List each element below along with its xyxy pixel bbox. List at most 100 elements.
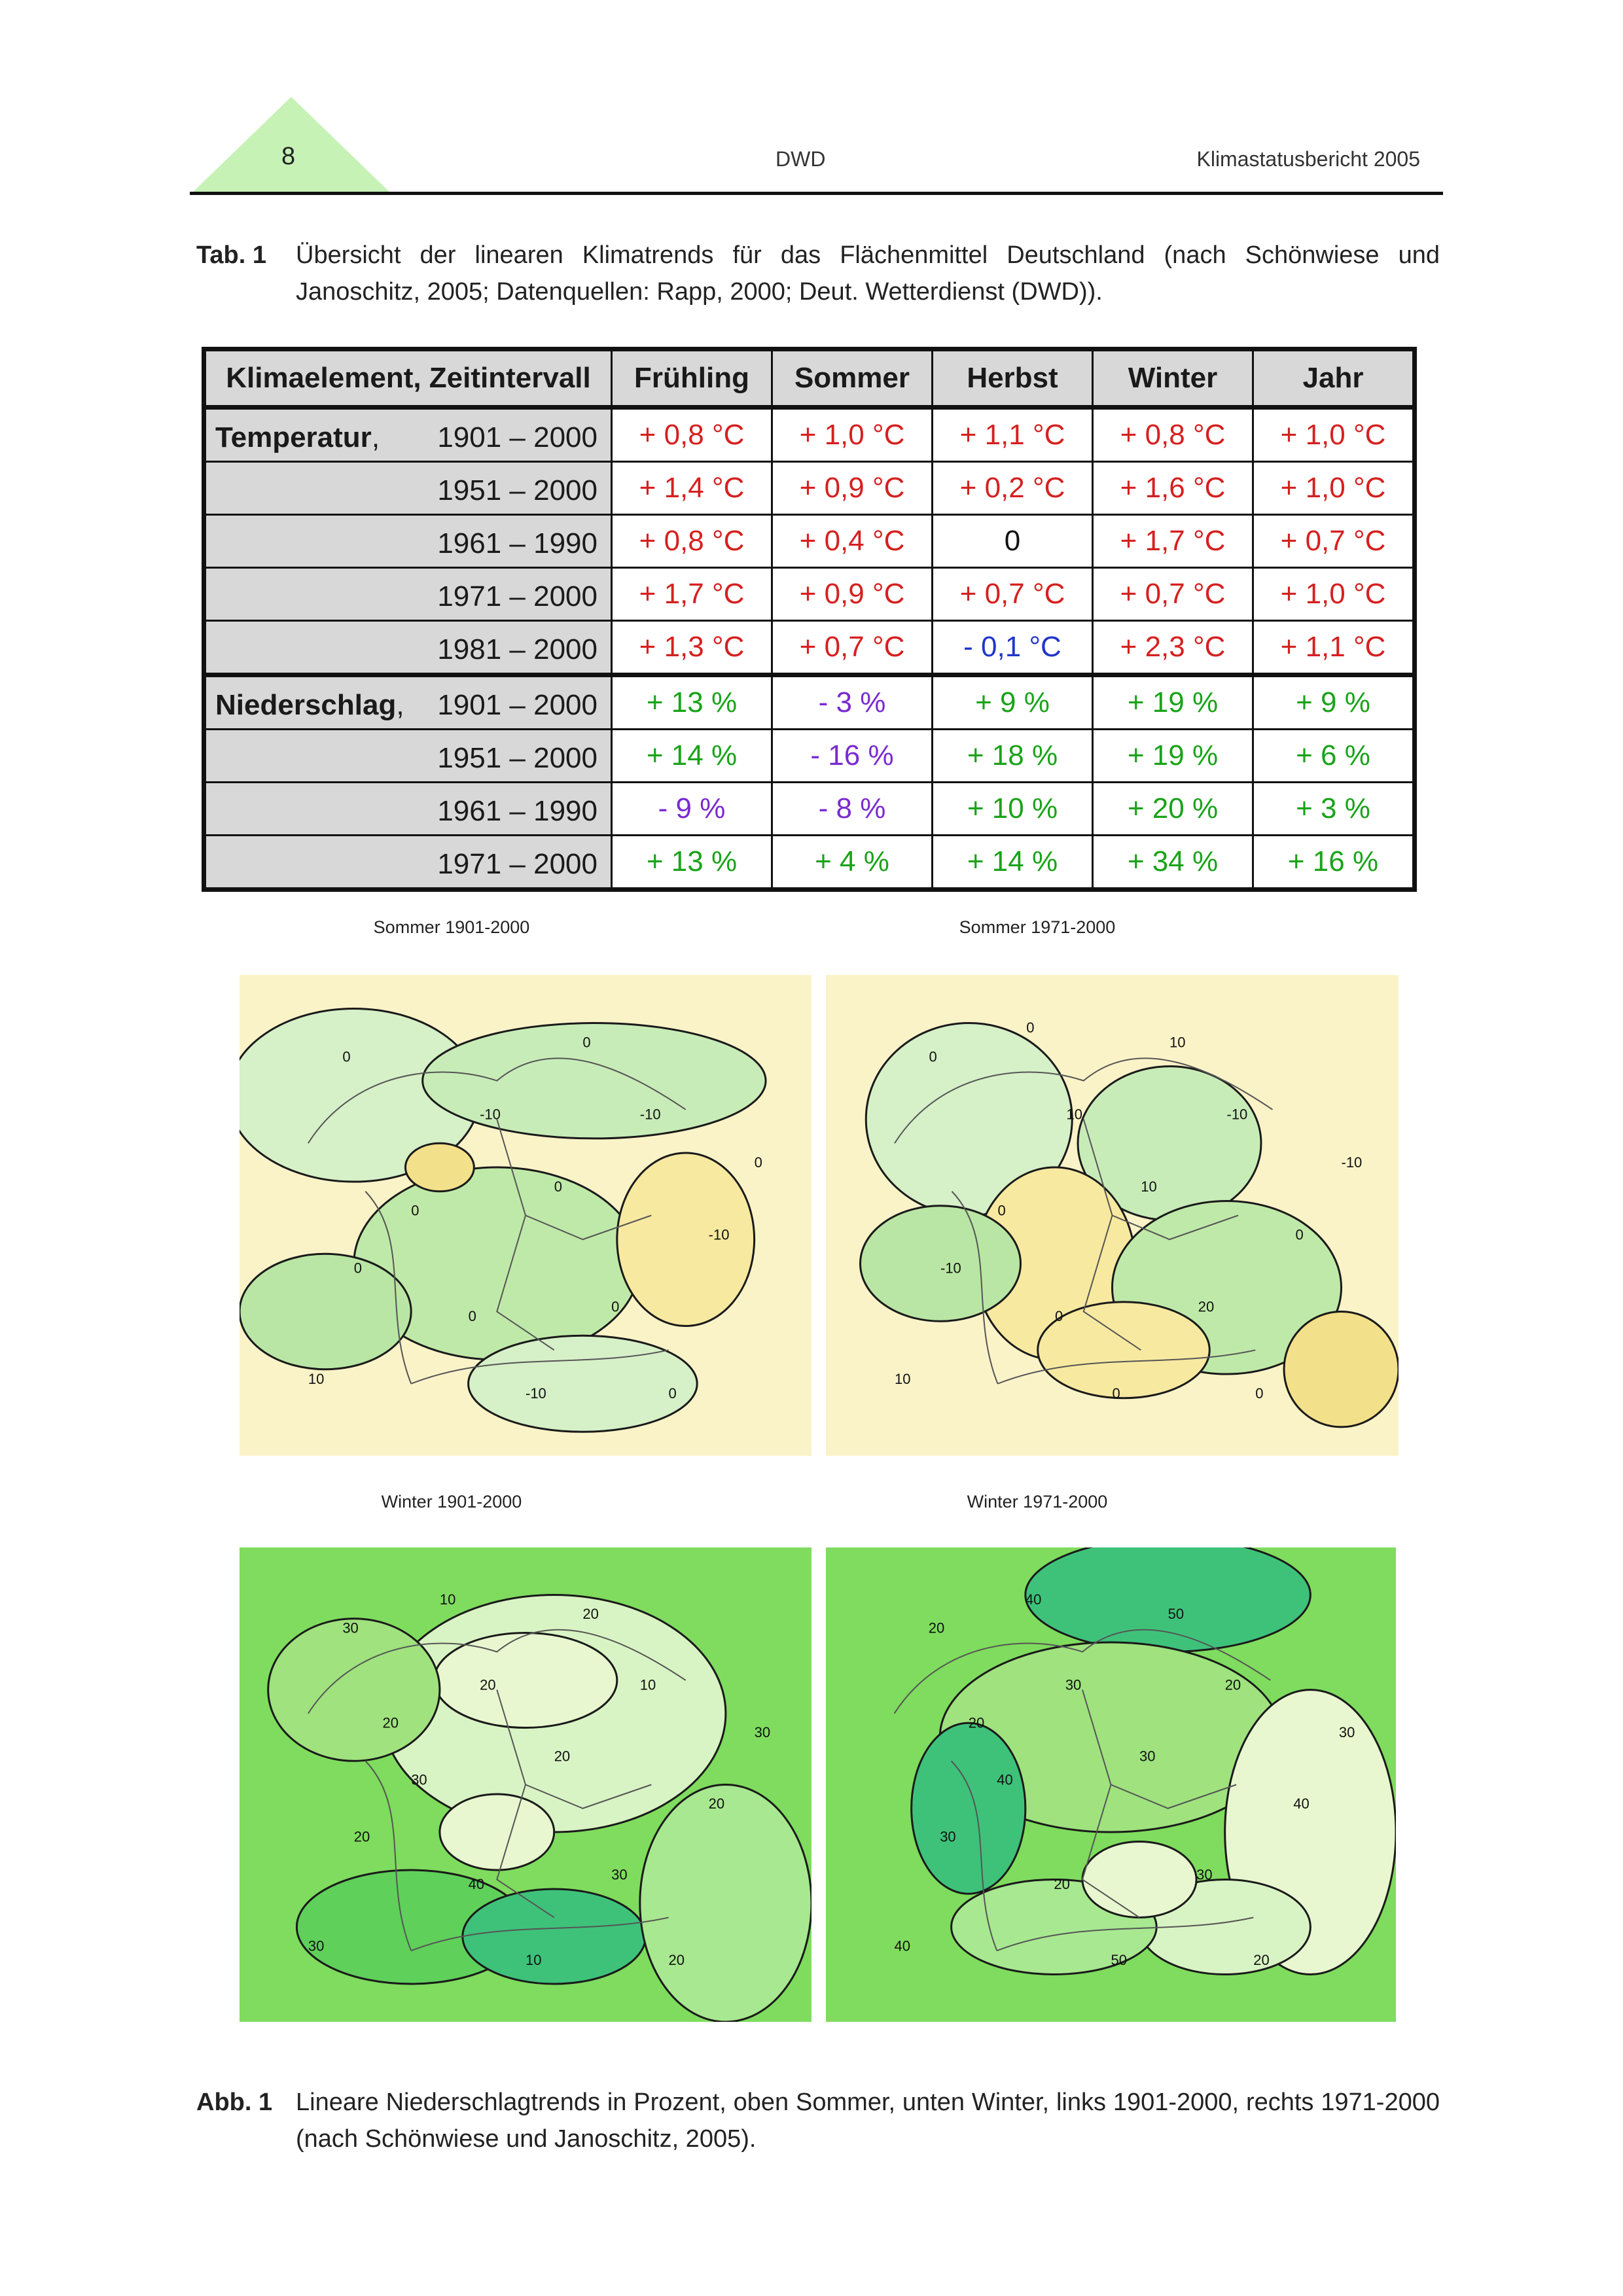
row-label-cell: 1961 – 1990 <box>203 781 613 836</box>
contour-label: 10 <box>308 1371 324 1387</box>
trend-value-cell: + 1,7 °C <box>611 567 773 622</box>
column-header-element-period: Klimaelement, Zeitintervall <box>203 348 613 410</box>
contour-label: 40 <box>1026 1591 1041 1608</box>
contour-label: 20 <box>1225 1677 1241 1693</box>
precipitation-map: 0 -10 0 0 -10 -10 0 0 0 10 -10 0 0 0 <box>240 975 812 1456</box>
contour-region <box>1081 1841 1198 1918</box>
table-header-row: Klimaelement, Zeitintervall Frühling Somme… <box>203 348 1416 410</box>
precipitation-map: 0 10 0 10 -10 0 20 0 -10 10 0 0 -10 10 0 <box>826 975 1399 1456</box>
page-number: 8 <box>281 143 296 170</box>
contour-label: 30 <box>308 1937 324 1954</box>
contour-label: 20 <box>554 1748 570 1764</box>
contour-label: 10 <box>640 1677 656 1693</box>
contour-label: 30 <box>342 1620 358 1636</box>
group-name: Temperatur, <box>215 421 380 454</box>
row-label-cell: 1951 – 2000 <box>203 728 613 783</box>
group-name-suffix: , <box>396 689 404 721</box>
trend-value-cell: + 34 % <box>1092 834 1254 891</box>
contour-region <box>1024 1547 1311 1653</box>
figure-caption-label: Abb. 1 <box>196 2089 273 2116</box>
header-report-title: Klimastatusbericht 2005 <box>1196 147 1420 171</box>
table-caption-text: Übersicht der linearen Klimatrends für d… <box>296 241 1440 306</box>
trend-value-cell: + 10 % <box>931 781 1094 836</box>
contour-region <box>438 1793 556 1871</box>
trend-value-cell: + 18 % <box>931 728 1094 783</box>
contour-label: 0 <box>1026 1019 1034 1036</box>
map-title: Sommer 1901-2000 <box>373 917 530 937</box>
trend-value-cell: + 0,4 °C <box>771 514 933 569</box>
contour-label: 50 <box>1111 1952 1127 1968</box>
contour-label: 0 <box>469 1308 476 1324</box>
contour-label: -10 <box>709 1226 730 1243</box>
contour-label: 30 <box>1139 1748 1155 1764</box>
trend-value-cell: - 16 % <box>771 728 933 783</box>
trend-value-cell: + 1,0 °C <box>1252 406 1416 463</box>
row-label-cell: 1971 – 2000 <box>203 567 613 622</box>
contour-region <box>267 1617 441 1762</box>
contour-label: 0 <box>582 1034 590 1050</box>
contour-label: 20 <box>1198 1299 1214 1315</box>
trend-value-cell: + 1,6 °C <box>1092 461 1254 516</box>
trend-value-cell: + 14 % <box>931 834 1094 891</box>
column-header-5: Jahr <box>1252 348 1416 410</box>
contour-label: 40 <box>1293 1795 1309 1812</box>
trend-value-cell: + 2,3 °C <box>1092 620 1254 676</box>
trend-value-cell: + 4 % <box>771 834 933 891</box>
trend-value-cell: + 20 % <box>1092 781 1254 836</box>
contour-label: 30 <box>611 1867 627 1883</box>
contour-label: 20 <box>480 1677 495 1693</box>
climate-trend-table: Klimaelement, Zeitintervall Frühling Somme… <box>202 347 1417 892</box>
contour-label: 0 <box>1055 1308 1063 1324</box>
table-row: 1951 – 2000 + 14 % - 16 % + 18 % + 19 % + 6 % <box>203 728 1416 783</box>
contour-label: 40 <box>895 1937 910 1954</box>
period-label: 1971 – 2000 <box>437 580 597 612</box>
map-title: Winter 1971-2000 <box>967 1492 1108 1511</box>
group-name-text: Niederschlag <box>215 689 397 721</box>
table-caption-label: Tab. 1 <box>196 241 266 269</box>
row-label-cell: Niederschlag, 1901 – 2000 <box>203 673 613 730</box>
contour-label: 0 <box>411 1203 419 1219</box>
trend-value-cell: - 9 % <box>611 781 773 836</box>
contour-region <box>1283 1311 1399 1428</box>
figure-caption-text: Lineare Niederschlagtrends in Prozent, o… <box>296 2089 1440 2153</box>
trend-value-cell: + 0,7 °C <box>1252 514 1416 569</box>
trend-value-cell: + 0,9 °C <box>771 567 933 622</box>
contour-label: 20 <box>354 1829 370 1845</box>
trend-value-cell: + 0,2 °C <box>931 461 1094 516</box>
contour-label: 20 <box>383 1715 399 1731</box>
contour-label: 10 <box>1169 1034 1185 1050</box>
contour-label: 30 <box>940 1829 955 1845</box>
contour-label: -10 <box>526 1385 546 1402</box>
trend-value-cell: - 8 % <box>771 781 933 836</box>
country-border <box>308 1629 687 1952</box>
contour-label: -10 <box>480 1106 501 1123</box>
trend-value-cell: + 1,0 °C <box>771 406 933 463</box>
map-title: Winter 1901-2000 <box>381 1492 522 1511</box>
row-label-cell: 1981 – 2000 <box>203 620 613 676</box>
trend-value-cell: + 0,7 °C <box>771 620 933 676</box>
contour-label: 30 <box>1339 1724 1355 1740</box>
trend-value-cell: - 3 % <box>771 673 933 730</box>
contour-label: -10 <box>940 1260 961 1277</box>
contour-label: 30 <box>1196 1867 1212 1883</box>
period-label: 1971 – 2000 <box>437 848 597 880</box>
period-label: 1961 – 1990 <box>437 795 597 827</box>
trend-value-cell: + 13 % <box>611 673 773 730</box>
contour-region <box>859 1205 1022 1322</box>
contour-region <box>639 1784 812 2022</box>
trend-value-cell: + 16 % <box>1252 834 1416 891</box>
table-row: Niederschlag, 1901 – 2000 + 13 % - 3 % + 9 %… <box>203 673 1416 730</box>
contour-label: 20 <box>929 1620 944 1636</box>
trend-value-cell: - 0,1 °C <box>931 620 1094 676</box>
trend-value-cell: + 0,8 °C <box>611 514 773 569</box>
trend-value-cell: + 0,7 °C <box>1092 567 1254 622</box>
trend-value-cell: + 0,9 °C <box>771 461 933 516</box>
contour-label: 10 <box>1067 1106 1082 1123</box>
trend-value-cell: + 3 % <box>1252 781 1416 836</box>
contour-label: 30 <box>755 1724 770 1740</box>
period-label: 1951 – 2000 <box>437 742 597 774</box>
contour-label: 50 <box>1168 1606 1184 1622</box>
contour-label: 40 <box>997 1772 1012 1788</box>
trend-value-cell: + 1,0 °C <box>1252 461 1416 516</box>
contour-label: -10 <box>1342 1154 1363 1171</box>
